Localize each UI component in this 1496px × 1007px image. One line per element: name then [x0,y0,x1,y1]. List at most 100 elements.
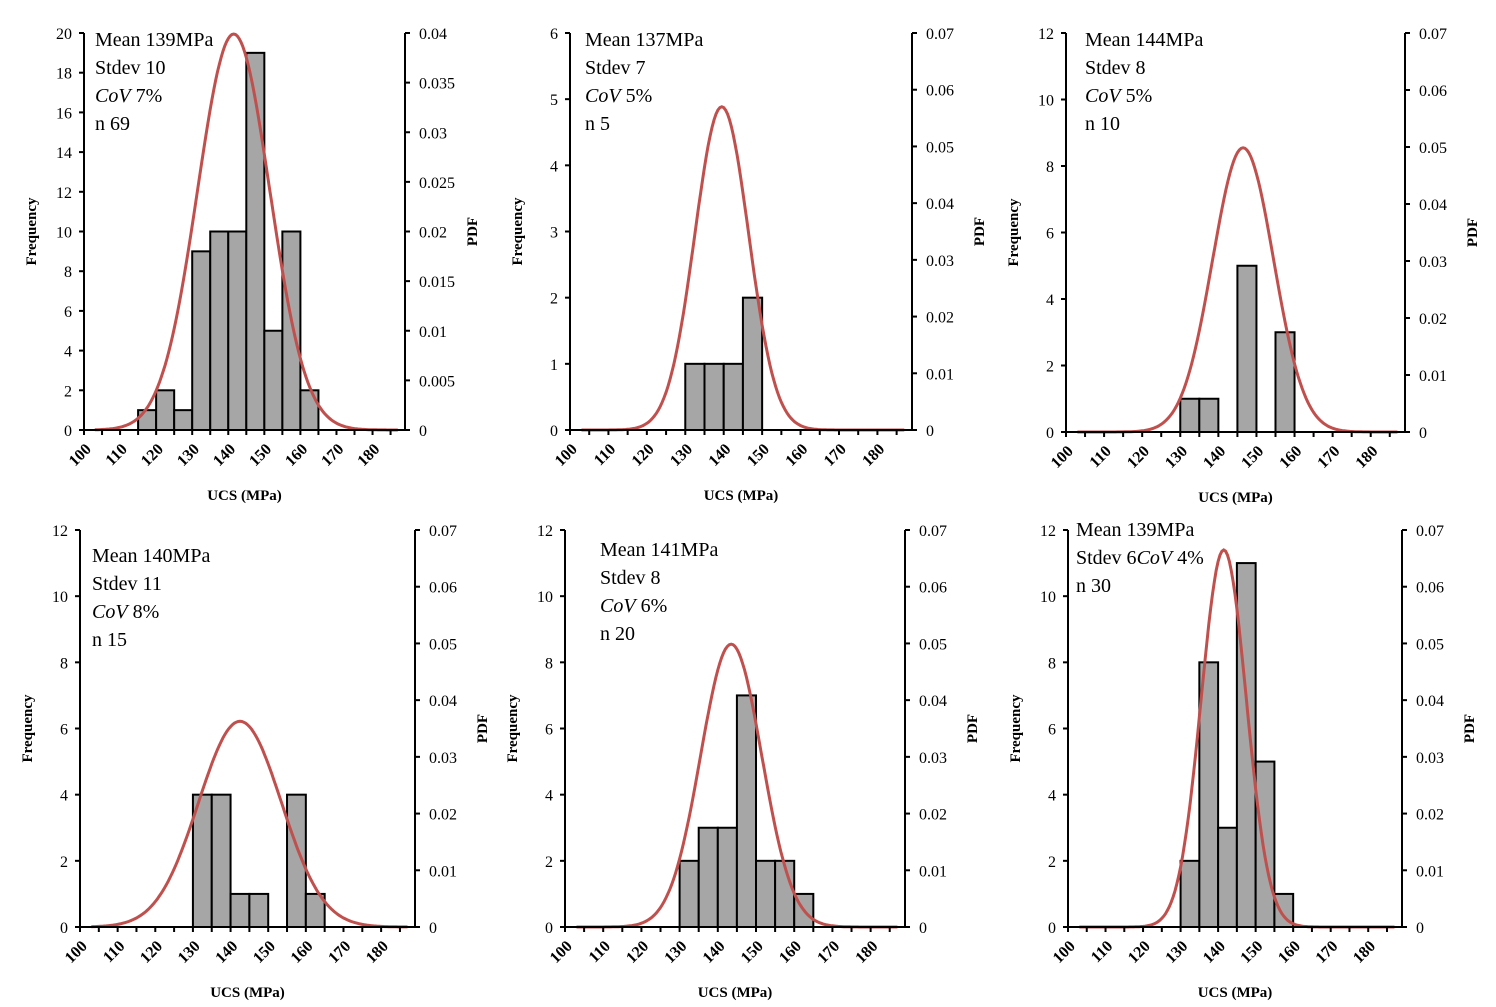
y-tick-label: 4 [64,344,72,361]
y2-axis-title: PDF [465,217,481,246]
y-tick-label: 12 [52,523,68,540]
histogram-bar [248,892,270,929]
x-tick-label: 140 [212,938,241,967]
x-tick-label: 100 [62,938,91,967]
y2-tick-label: 0.03 [429,750,457,767]
histogram-panel-6: 02468101200.010.020.030.040.050.060.0710… [1008,519,1478,1001]
y-tick-label: 4 [1048,788,1056,805]
histogram-bar [722,362,744,432]
x-tick-label: 110 [591,441,619,469]
y-tick-label: 4 [550,158,558,175]
histogram-bar [697,826,719,928]
y2-axis-title: PDF [475,714,491,743]
y-tick-label: 20 [56,26,72,43]
y2-tick-label: 0.02 [429,807,457,824]
x-tick-label: 110 [103,441,131,469]
histogram-bar [684,362,706,432]
x-axis-title: UCS (MPa) [1198,490,1273,506]
x-tick-label: 150 [1238,443,1267,472]
x-tick-label: 160 [288,938,317,967]
x-tick-label: 100 [1050,938,1079,967]
stats-annotation-line: CoV 6% [600,595,667,617]
y-tick-label: 2 [64,383,72,400]
x-tick-label: 120 [1124,443,1153,472]
y-tick-label: 0 [60,920,68,937]
stats-annotation-line: Mean 140MPa [92,545,210,567]
y-tick-label: 8 [545,655,553,672]
y2-tick-label: 0.04 [1416,693,1444,710]
stats-text: Mean 140MPa [92,545,210,567]
y-tick-label: 14 [56,145,72,162]
x-tick-label: 180 [1350,938,1379,967]
y-axis-title: Frequency [510,197,526,266]
y2-tick-label: 0.04 [926,196,954,213]
y-tick-label: 0 [1046,425,1054,442]
stats-text: n 15 [92,629,127,651]
stats-text: 7% [131,85,163,107]
y2-tick-label: 0.01 [1416,863,1444,880]
x-tick-label: 140 [1200,443,1229,472]
y-tick-label: 2 [60,854,68,871]
stats-text: Stdev 11 [92,573,162,595]
pdf-curve [91,719,408,929]
y2-tick-label: 0.02 [926,310,954,327]
y2-tick-label: 0.07 [429,523,457,540]
stats-annotation-line: Mean 144MPa [1085,29,1203,51]
histogram-bar [703,362,725,432]
stats-text: 8% [128,601,160,623]
x-tick-label: 160 [782,441,811,470]
x-tick-label: 110 [586,938,614,966]
y2-tick-label: 0 [919,920,927,937]
x-tick-label: 130 [661,938,690,967]
x-axis-title: UCS (MPa) [1198,985,1273,1001]
x-tick-label: 180 [354,441,383,470]
x-tick-label: 160 [282,441,311,470]
stats-annotation-line: Mean 139MPa [95,29,213,51]
y-tick-label: 4 [545,788,553,805]
y-tick-label: 2 [1048,854,1056,871]
x-tick-label: 150 [250,938,279,967]
histogram-bar [741,296,764,431]
x-axis-title: UCS (MPa) [698,985,773,1001]
stats-annotation-line: Mean 137MPa [585,29,703,51]
x-tick-label: 160 [1275,938,1304,967]
x-tick-label: 170 [1314,443,1343,472]
x-tick-label: 100 [1048,443,1077,472]
x-tick-label: 130 [1162,443,1191,472]
y-axis-title: Frequency [1006,198,1022,267]
y2-tick-label: 0.05 [1416,636,1444,653]
x-tick-label: 100 [552,441,581,470]
x-tick-label: 170 [1313,938,1342,967]
y-axis-title: Frequency [24,197,40,266]
y-tick-label: 10 [1038,93,1054,110]
x-tick-label: 130 [175,938,204,967]
y2-tick-label: 0.025 [419,175,455,192]
stats-annotation-line: Mean 139MPa [1076,519,1194,541]
x-tick-label: 120 [1125,938,1154,967]
x-tick-label: 160 [1276,443,1305,472]
y-tick-label: 10 [537,589,553,606]
pdf-curve [94,32,398,432]
y2-tick-label: 0.07 [919,523,947,540]
histogram-panel-5: 02468101200.010.020.030.040.050.060.0710… [505,523,981,1001]
stats-text: Mean 139MPa [1076,519,1194,541]
y-tick-label: 5 [550,92,558,109]
y2-tick-label: 0 [926,423,934,440]
stats-annotation-line: n 69 [95,113,130,135]
stats-annotation-line: CoV 5% [585,85,652,107]
y2-tick-label: 0.04 [429,693,457,710]
x-tick-label: 110 [1088,938,1116,966]
y-axis-title: Frequency [20,694,36,763]
y-tick-label: 6 [60,722,68,739]
y2-tick-label: 0.03 [419,125,447,142]
x-tick-label: 140 [706,441,735,470]
stats-annotation-line: n 10 [1085,113,1120,135]
x-tick-label: 120 [629,441,658,470]
y2-tick-label: 0.02 [419,225,447,242]
stats-text: n 30 [1076,575,1111,597]
stats-text: 5% [621,85,653,107]
stats-annotation-line: n 30 [1076,575,1111,597]
y-tick-label: 10 [52,589,68,606]
histogram-bar [191,250,212,431]
